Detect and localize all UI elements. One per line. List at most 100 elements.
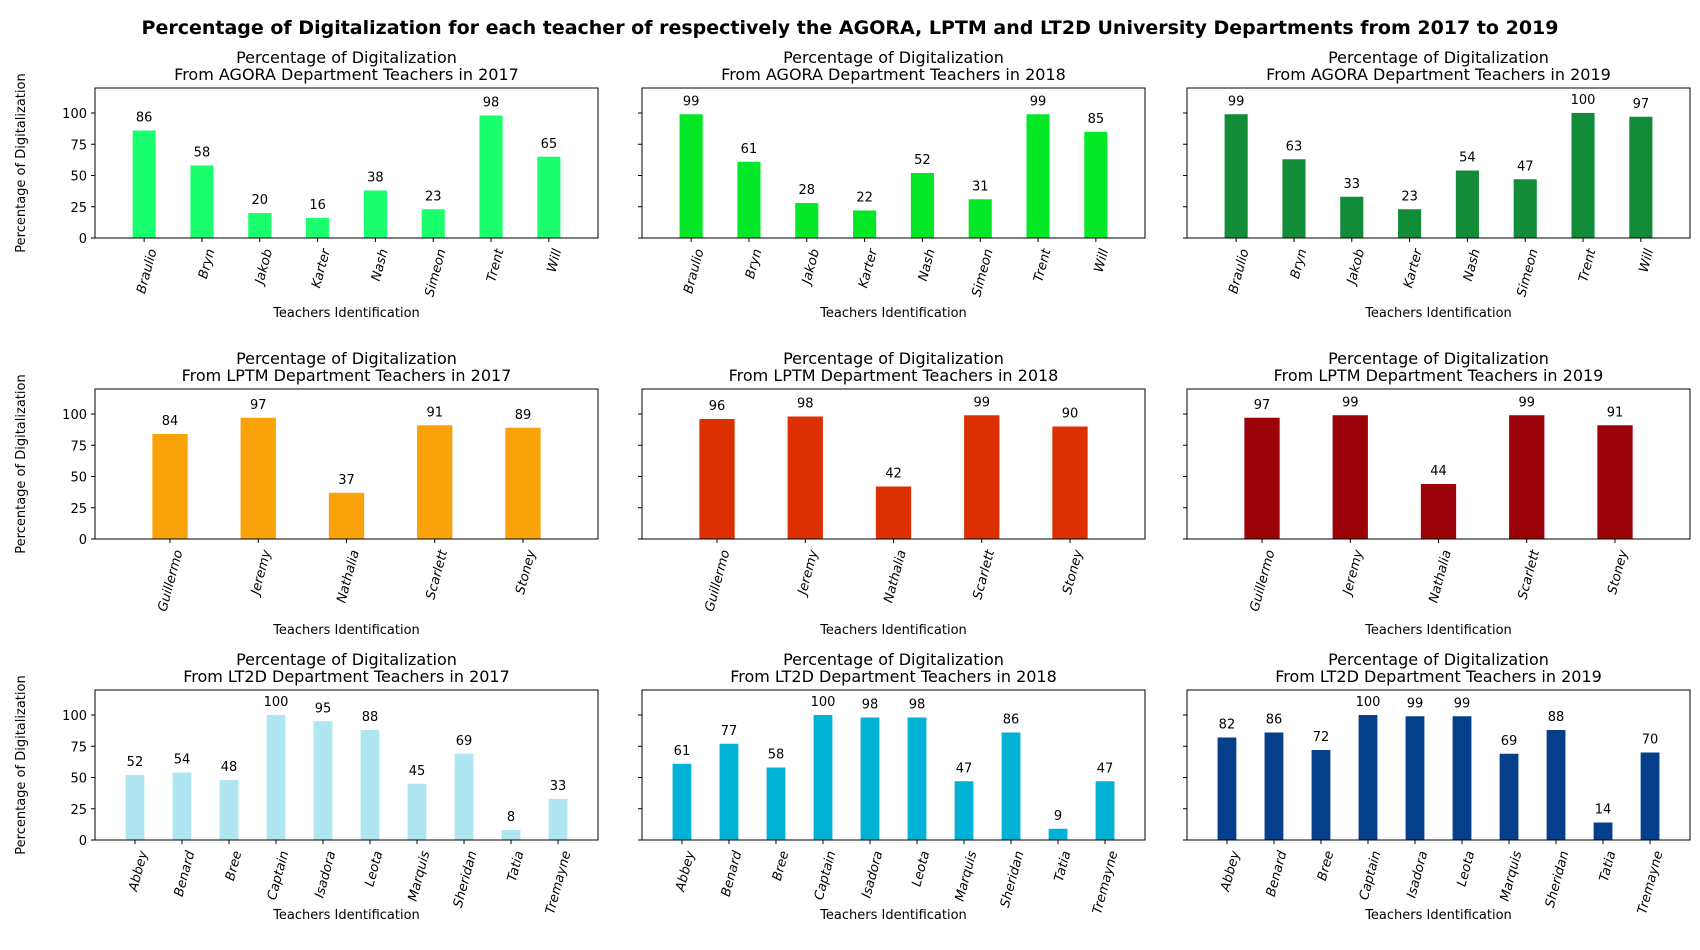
chart-3-ytick-label: 100 xyxy=(62,408,87,423)
chart-5-title-line1: Percentage of Digitalization xyxy=(1328,349,1549,368)
chart-3-bar-stoney xyxy=(505,427,541,539)
chart-7-bar-captain xyxy=(813,715,833,840)
chart-1-xtick-label-bryn: Bryn xyxy=(743,247,765,280)
chart-4-xlabel: Teachers Identification xyxy=(819,623,967,638)
chart-8-xtick-label-bree: Bree xyxy=(1315,849,1337,882)
chart-6-bar-isadora xyxy=(313,721,333,840)
chart-1-value-label-nash: 52 xyxy=(914,153,931,168)
chart-2-xtick-label-nash: Nash xyxy=(1461,247,1484,282)
chart-1-value-label-karter: 22 xyxy=(856,191,873,206)
chart-0-axes-frame xyxy=(94,87,599,239)
chart-7-title-line1: Percentage of Digitalization xyxy=(783,650,1004,669)
chart-7-bar-tatia xyxy=(1048,828,1068,840)
chart-8-bar-leota xyxy=(1452,716,1472,840)
chart-6-ytick-label: 25 xyxy=(70,803,87,818)
chart-5-value-label-jeremy: 99 xyxy=(1342,395,1359,410)
chart-6-bar-bree xyxy=(219,780,239,840)
chart-0-xtick-label-will: Will xyxy=(545,247,566,274)
chart-6-value-label-marquis: 45 xyxy=(409,764,426,779)
chart-7-xtick-label-leota: Leota xyxy=(909,849,933,888)
chart-8-value-label-benard: 86 xyxy=(1266,713,1283,728)
chart-0-xtick-label-jakob: Jakob xyxy=(252,247,276,288)
chart-4-value-label-nathalia: 42 xyxy=(885,467,902,482)
chart-1-bar-simeon xyxy=(968,199,992,238)
chart-5-axes-frame xyxy=(1186,388,1691,540)
chart-8-bar-tatia xyxy=(1593,822,1613,840)
chart-5-xtick-label-stoney: Stoney xyxy=(1605,548,1631,596)
chart-4-bar-jeremy xyxy=(787,416,823,539)
chart-1-xtick-label-karter: Karter xyxy=(856,246,881,290)
chart-5-value-label-scarlett: 99 xyxy=(1518,395,1535,410)
chart-7-xtick-label-tremayne: Tremayne xyxy=(1090,849,1121,916)
chart-8-value-label-isadora: 99 xyxy=(1407,696,1424,711)
chart-5-bar-guillermo xyxy=(1244,417,1280,539)
chart-7-bar-leota xyxy=(907,717,927,840)
chart-5-xlabel: Teachers Identification xyxy=(1364,623,1512,638)
chart-6-bar-abbey xyxy=(125,775,145,840)
chart-0-xtick-label-bryn: Bryn xyxy=(196,247,218,280)
chart-8-xtick-label-leota: Leota xyxy=(1454,849,1478,888)
chart-0-ytick-label: 50 xyxy=(70,170,87,185)
chart-2-axes-frame xyxy=(1186,87,1691,239)
chart-1-xtick-label-simeon: Simeon xyxy=(969,247,996,298)
chart-6-value-label-isadora: 95 xyxy=(315,701,332,716)
chart-1-xtick-label-jakob: Jakob xyxy=(799,247,823,288)
chart-1-title-line1: Percentage of Digitalization xyxy=(783,48,1004,67)
chart-0-bar-braulio xyxy=(132,130,156,238)
chart-4-value-label-scarlett: 99 xyxy=(973,395,990,410)
chart-8-xtick-label-marquis: Marquis xyxy=(1498,849,1526,903)
chart-0-bar-bryn xyxy=(190,165,214,238)
chart-2-bar-braulio xyxy=(1224,114,1248,238)
chart-8-axes-frame xyxy=(1186,689,1691,841)
chart-4-value-label-jeremy: 98 xyxy=(797,397,814,412)
chart-0-xlabel: Teachers Identification xyxy=(272,306,420,321)
chart-5-xtick-label-guillermo: Guillermo xyxy=(1248,548,1279,613)
chart-4-bar-nathalia xyxy=(875,486,912,539)
chart-8-bar-tremayne xyxy=(1640,752,1660,840)
chart-4-xtick-label-nathalia: Nathalia xyxy=(881,548,910,604)
chart-0-bar-nash xyxy=(363,190,387,238)
chart-2-value-label-karter: 23 xyxy=(1401,189,1418,204)
chart-3-value-label-guillermo: 84 xyxy=(162,414,179,429)
chart-2-title-line1: Percentage of Digitalization xyxy=(1328,48,1549,67)
chart-2-xtick-label-simeon: Simeon xyxy=(1514,247,1541,298)
chart-2-value-label-trent: 100 xyxy=(1571,93,1596,108)
chart-8-value-label-tatia: 14 xyxy=(1595,803,1612,818)
chart-7-value-label-marquis: 47 xyxy=(956,761,973,776)
chart-4-bar-guillermo xyxy=(699,419,735,539)
chart-0-bar-jakob xyxy=(248,213,272,238)
chart-2-xtick-label-will: Will xyxy=(1637,247,1658,274)
chart-6-xtick-label-leota: Leota xyxy=(362,849,386,888)
chart-7-value-label-isadora: 98 xyxy=(862,698,879,713)
chart-6-xtick-label-tremayne: Tremayne xyxy=(543,849,574,916)
chart-4-xtick-label-stoney: Stoney xyxy=(1060,548,1086,596)
chart-2-value-label-will: 97 xyxy=(1633,97,1650,112)
chart-0-ytick-label: 0 xyxy=(79,232,87,247)
chart-3-xtick-label-scarlett: Scarlett xyxy=(424,548,452,602)
chart-8-bar-sheridan xyxy=(1546,730,1566,840)
chart-3-value-label-stoney: 89 xyxy=(515,408,532,423)
chart-0-value-label-karter: 16 xyxy=(309,198,326,213)
chart-8-value-label-bree: 72 xyxy=(1313,730,1330,745)
chart-0-value-label-jakob: 20 xyxy=(252,193,269,208)
chart-6-bar-captain xyxy=(266,715,286,840)
chart-5-xtick-label-scarlett: Scarlett xyxy=(1516,548,1544,602)
chart-2-xtick-label-karter: Karter xyxy=(1401,246,1426,290)
figure-suptitle: Percentage of Digitalization for each te… xyxy=(142,17,1559,39)
chart-7-value-label-tatia: 9 xyxy=(1054,809,1062,824)
chart-4-bar-stoney xyxy=(1052,426,1088,539)
chart-6-xtick-label-isadora: Isadora xyxy=(312,849,339,899)
chart-1-value-label-simeon: 31 xyxy=(972,179,989,194)
chart-7-bar-isadora xyxy=(860,717,880,840)
chart-5-bar-stoney xyxy=(1597,425,1633,539)
chart-7-axes-frame xyxy=(641,689,1146,841)
chart-2-xtick-label-braulio: Braulio xyxy=(1226,247,1252,295)
chart-6-title-line2: From LT2D Department Teachers in 2017 xyxy=(183,667,510,686)
chart-8-bar-bree xyxy=(1311,750,1331,840)
chart-7-bar-abbey xyxy=(672,763,692,840)
chart-4-xtick-label-jeremy: Jeremy xyxy=(795,548,822,599)
